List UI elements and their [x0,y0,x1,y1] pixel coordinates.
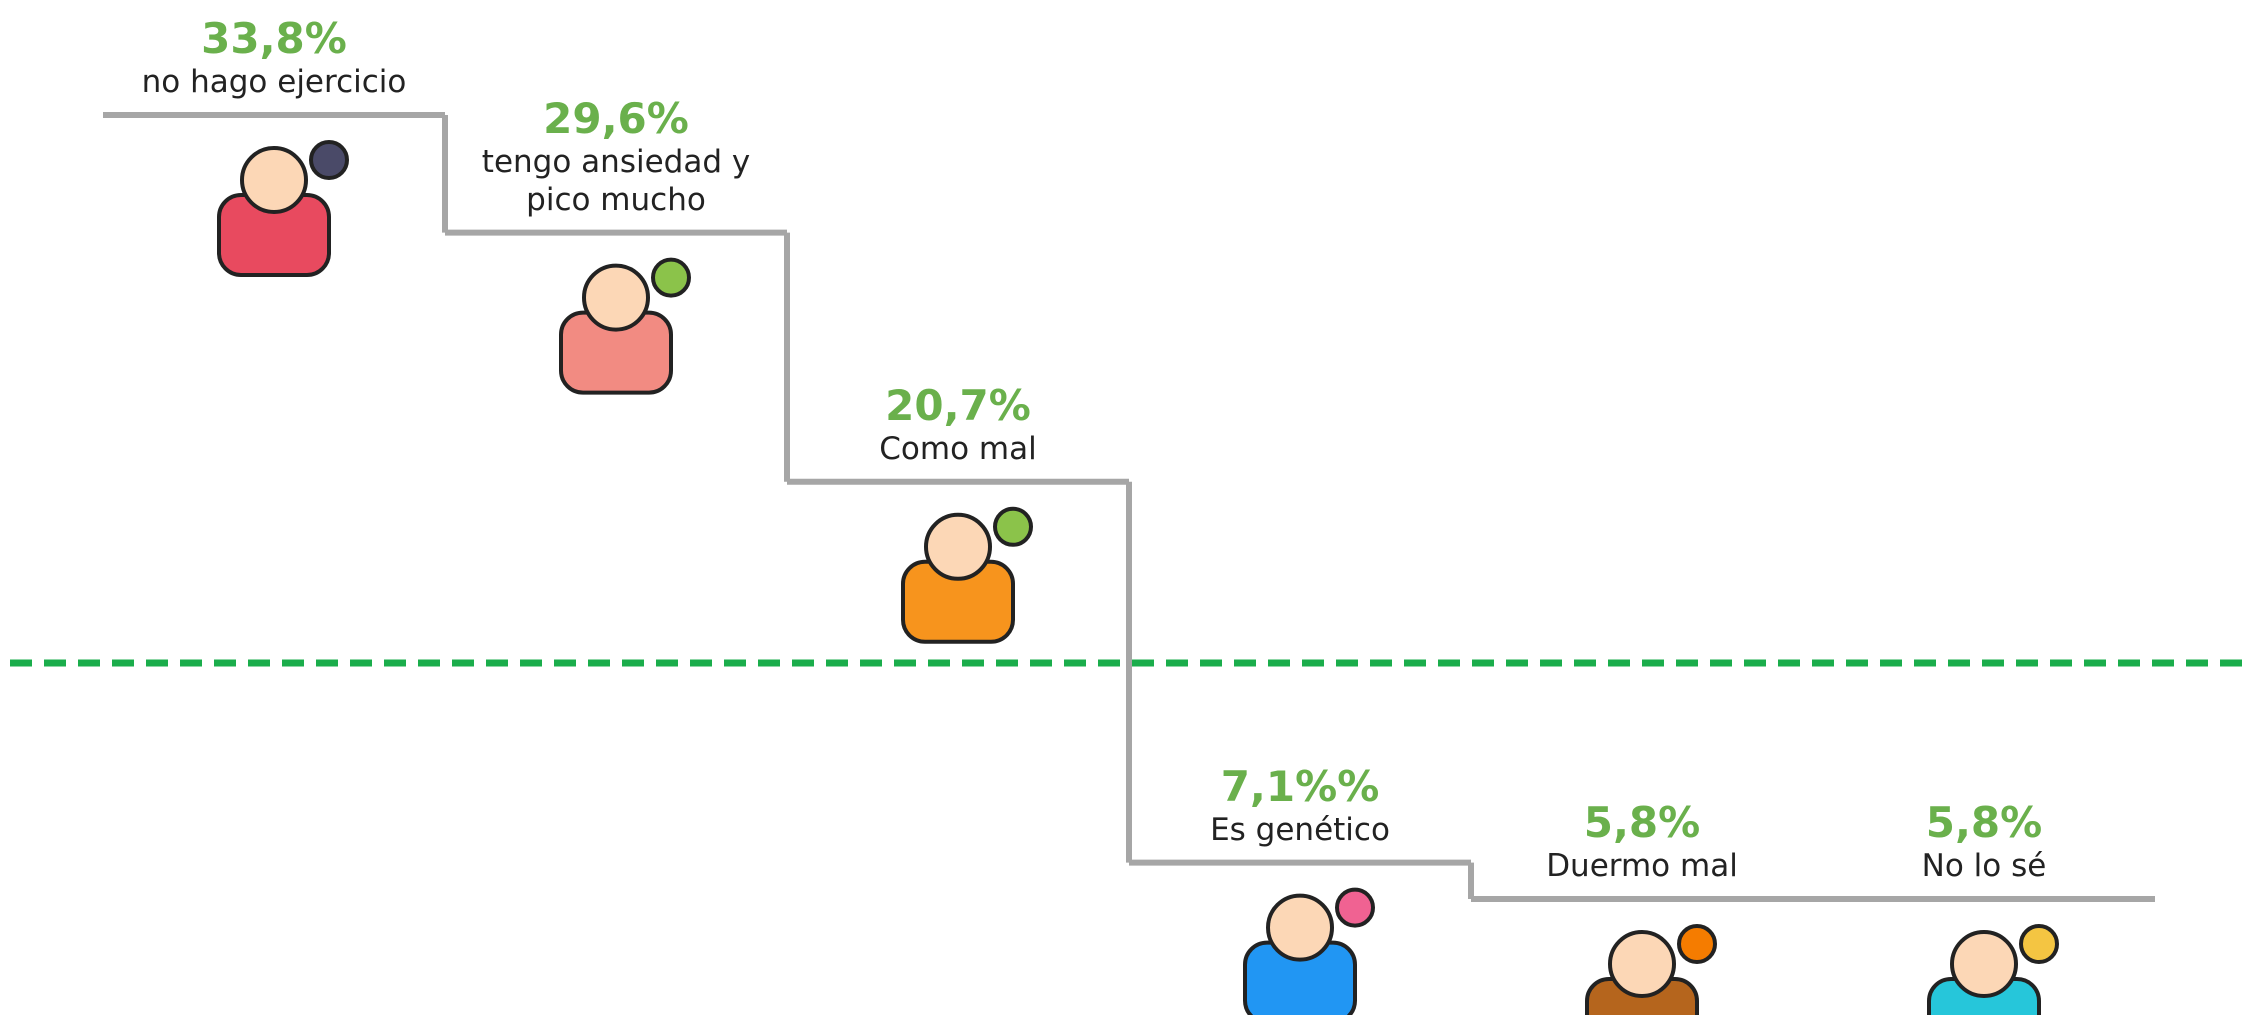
icon-head [926,515,990,579]
icon-accent [995,509,1031,545]
icon-head [1268,896,1332,960]
value-label: 33,8% [201,15,347,63]
value-label: 7,1%% [1221,763,1380,811]
category-label: no hago ejercicio [124,63,424,101]
icon-accent [653,260,689,296]
icon [561,260,689,393]
value-label: 29,6% [543,95,689,143]
category-label: tengo ansiedad y pico mucho [466,143,766,219]
value-label: 5,8% [1926,799,2042,847]
step-label: 33,8%no hago ejercicio [64,15,484,101]
step-label: 5,8%No lo sé [1774,799,2194,885]
icon [219,142,347,275]
step-label: 20,7%Como mal [748,382,1168,468]
icon-accent [311,142,347,178]
icon-head [242,148,306,212]
icon-head [584,266,648,330]
page: {"chart_data": {"type": "step", "categor… [0,0,2246,1015]
icon-accent [1679,926,1715,962]
icon [1587,926,1715,1015]
icon [1929,926,2057,1015]
category-label: No lo sé [1834,847,2134,885]
step-label: 29,6%tengo ansiedad y pico mucho [406,95,826,219]
icon [1245,890,1373,1015]
icon-head [1610,932,1674,996]
value-label: 5,8% [1584,799,1700,847]
category-label: Como mal [808,430,1108,468]
icon-accent [2021,926,2057,962]
value-label: 20,7% [885,382,1031,430]
category-label: Es genético [1150,811,1450,849]
icon [903,509,1031,642]
category-label: Duermo mal [1492,847,1792,885]
icon-accent [1337,890,1373,926]
icon-head [1952,932,2016,996]
